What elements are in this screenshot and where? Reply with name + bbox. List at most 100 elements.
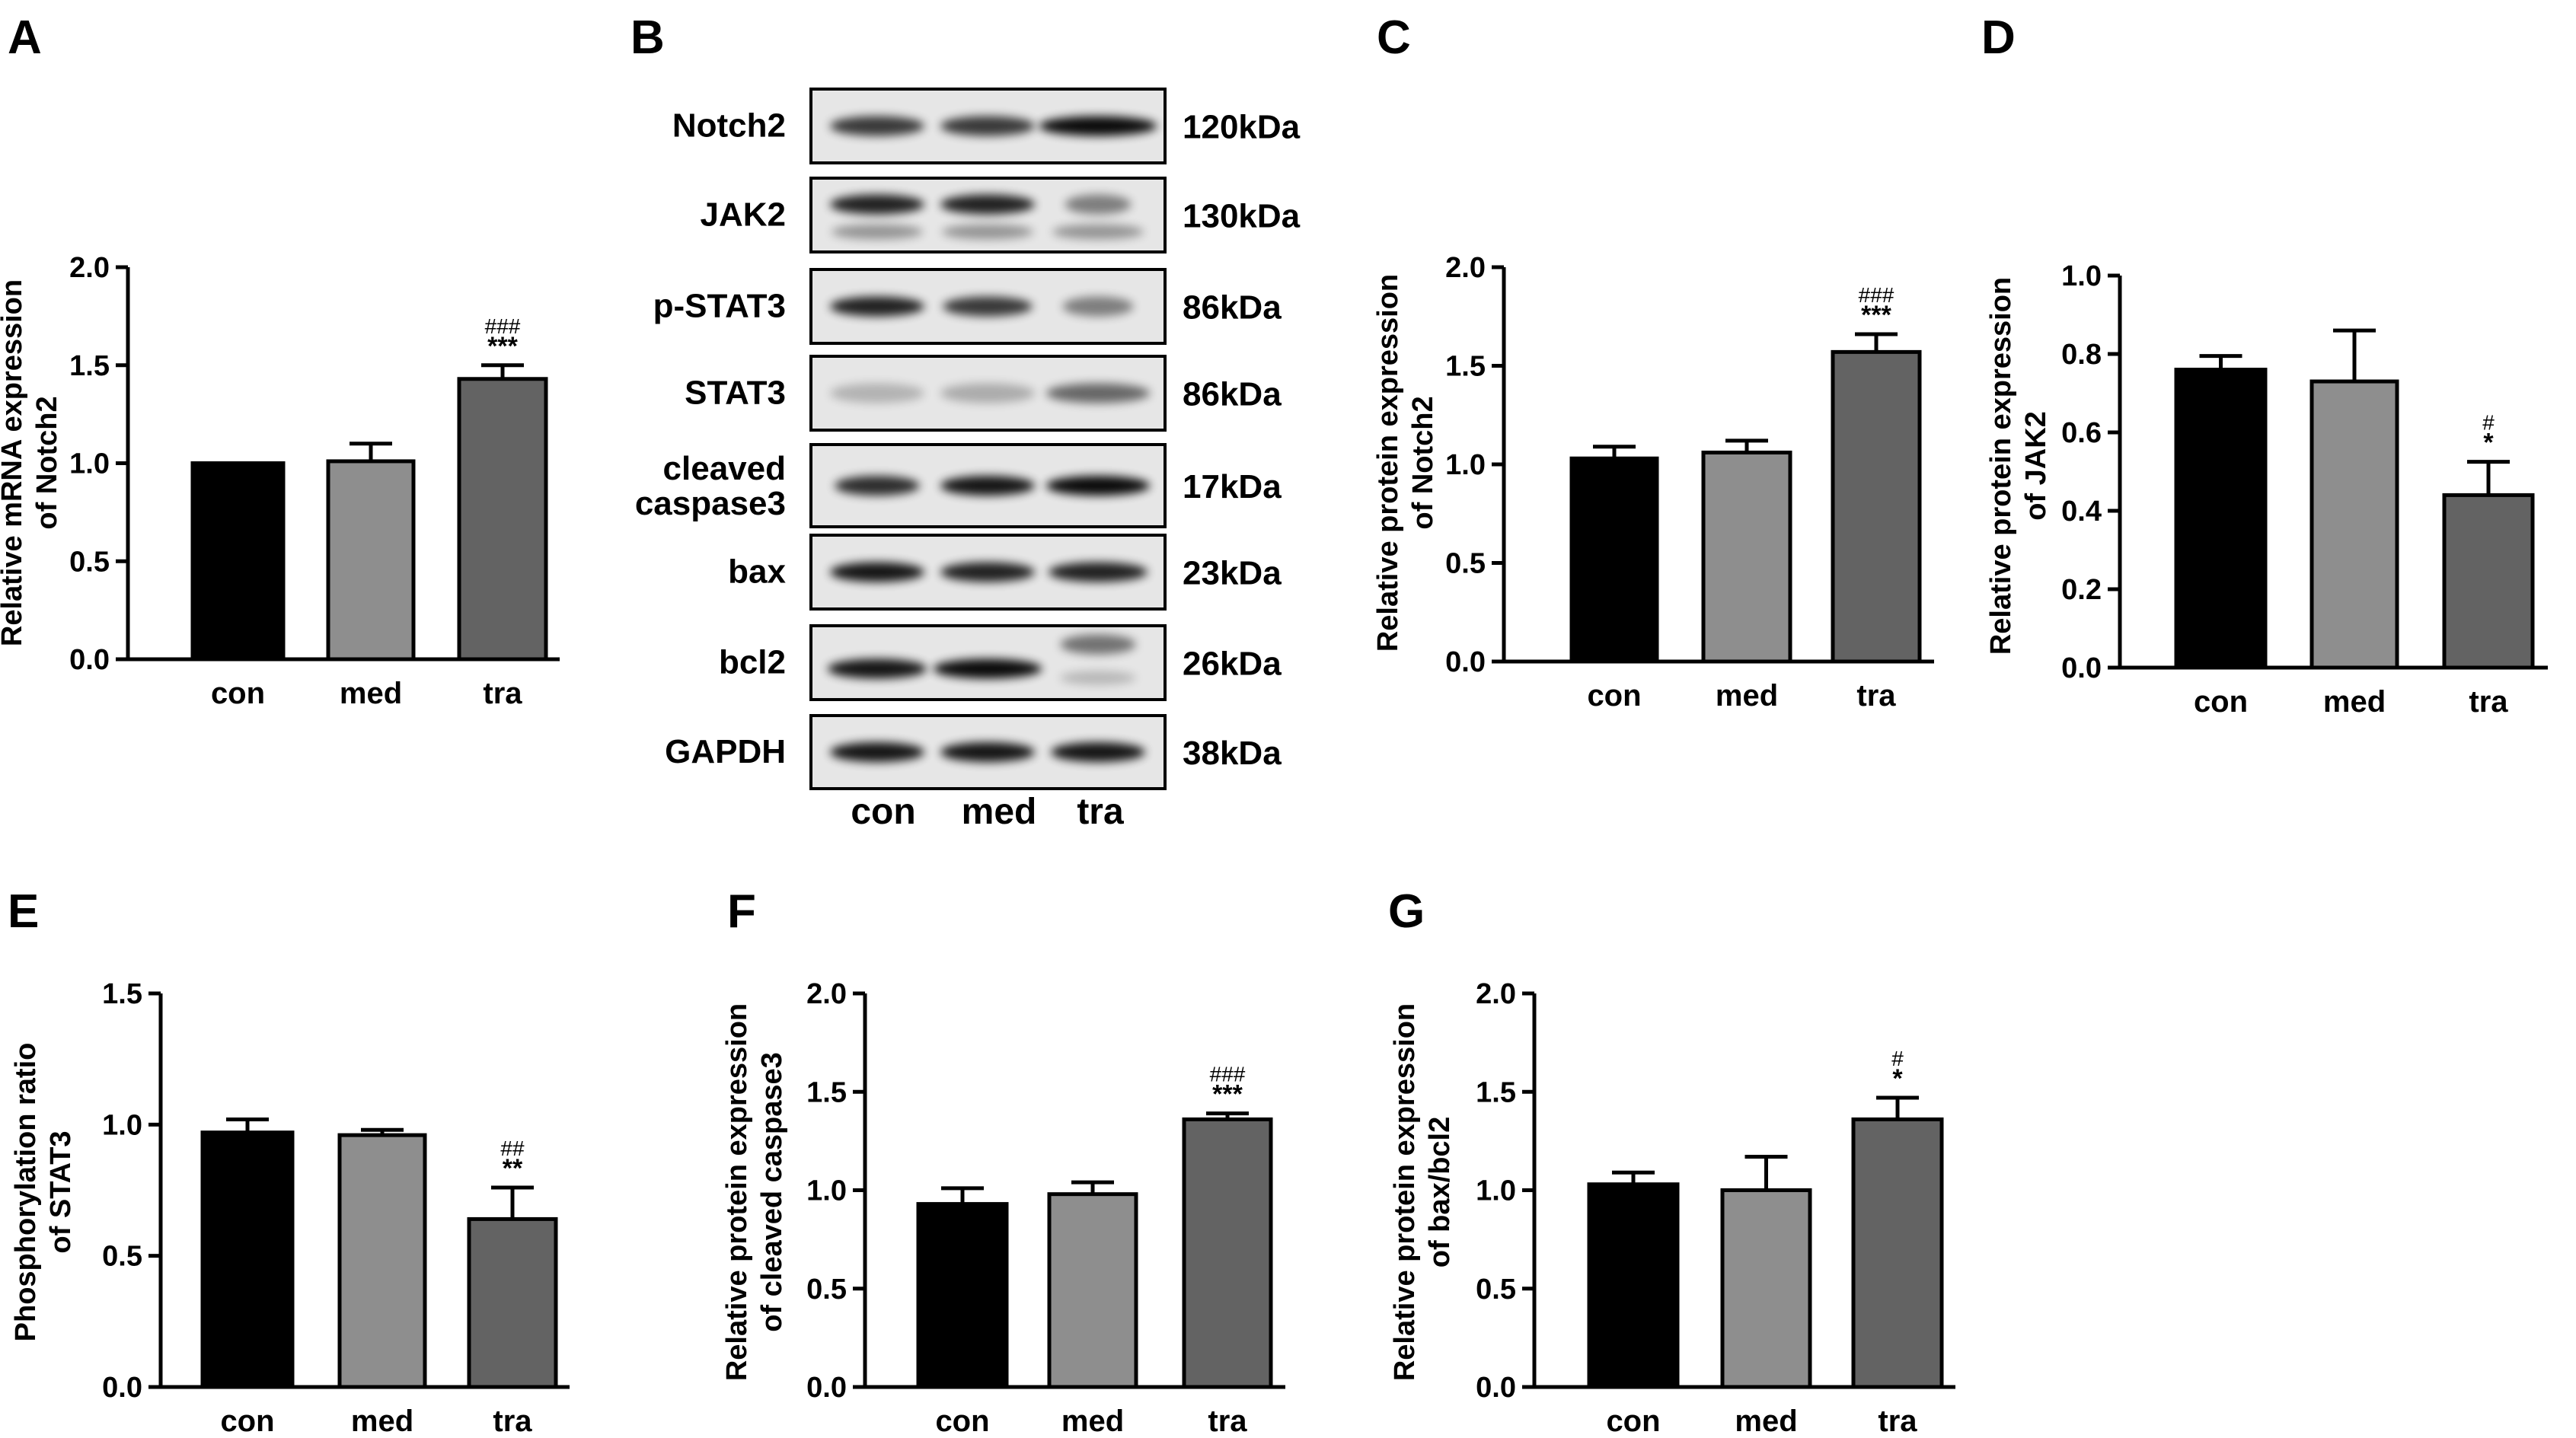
blot-row: Notch2 120kDa — [672, 88, 1301, 164]
bar-con — [1569, 456, 1659, 664]
chart-panel-f: F 0.0 0.5 1.0 1.5 2.0 Relative protein express… — [721, 885, 1285, 1438]
y-tick-label: 0.5 — [1445, 548, 1486, 580]
y-axis-label-line: of JAK2 — [2020, 411, 2052, 521]
bar-tra — [467, 1216, 558, 1389]
blot-band-tra — [1051, 742, 1145, 762]
blot-band-con — [830, 562, 924, 582]
x-tick-label: med — [2323, 685, 2386, 719]
y-tick-label: 0.5 — [806, 1274, 847, 1306]
blot-band-med — [933, 658, 1042, 679]
blot-band-lower — [1052, 224, 1144, 240]
blot-band-tra — [1039, 116, 1157, 136]
y-tick-label: 2.0 — [1445, 252, 1486, 284]
y-axis-label-line: Relative protein expression — [1389, 1003, 1421, 1381]
x-tick-label: con — [220, 1405, 274, 1438]
y-tick-label: 2.0 — [69, 252, 110, 284]
kda-label: 130kDa — [1183, 198, 1301, 235]
y-axis-label: Phosphorylation ratio of STAT3 — [10, 1043, 77, 1342]
blot-band-med — [940, 562, 1035, 582]
blot-band-tra — [1045, 476, 1151, 496]
blot-band-med — [943, 296, 1033, 317]
blot-row: p-STAT3 86kDa — [653, 268, 1282, 345]
significance-star: * — [2483, 429, 2494, 458]
protein-label: bcl2 — [719, 644, 786, 681]
y-tick-label: 0.5 — [69, 546, 110, 578]
x-tick-label: med — [351, 1405, 413, 1438]
significance-star: *** — [1861, 301, 1891, 330]
y-tick-label: 1.5 — [1476, 1076, 1516, 1108]
significance-hash: # — [1891, 1047, 1904, 1070]
x-tick-label: con — [1587, 679, 1641, 713]
blot-band-con — [830, 383, 924, 403]
significance-star: *** — [487, 332, 518, 361]
significance-star: *** — [1212, 1080, 1243, 1109]
bar-tra — [1182, 1117, 1273, 1389]
x-tick-label: med — [1061, 1405, 1124, 1438]
bar-con — [190, 461, 286, 662]
blot-band-con — [827, 658, 927, 679]
x-tick-label: med — [1716, 679, 1778, 713]
lane-label: tra — [1077, 792, 1124, 832]
x-tick-label: med — [1735, 1405, 1797, 1438]
kda-label: 86kDa — [1183, 289, 1282, 327]
protein-label-line: STAT3 — [685, 375, 786, 412]
bar-med — [1720, 1188, 1812, 1389]
significance-hash: ### — [485, 314, 521, 338]
protein-label-line: GAPDH — [665, 733, 786, 770]
blot-frame — [809, 177, 1167, 253]
x-tick-label: tra — [2469, 685, 2508, 719]
blot-band-con — [835, 476, 920, 496]
panel-letter: A — [8, 11, 42, 64]
bar-tra — [457, 377, 548, 662]
blot-row: bax 23kDa — [728, 534, 1282, 611]
y-tick-label: 0.5 — [102, 1241, 142, 1273]
protein-label-line: p-STAT3 — [653, 288, 786, 325]
x-tick-label: con — [1606, 1405, 1660, 1438]
protein-label-line: bax — [728, 553, 786, 591]
blot-band-con — [830, 742, 924, 762]
y-tick-label: 2.0 — [806, 978, 847, 1010]
x-tick-label: med — [340, 677, 402, 710]
panel-letter: F — [727, 885, 756, 938]
blot-band-lower — [942, 224, 1033, 240]
blot-band-lower — [832, 224, 923, 240]
kda-label: 86kDa — [1183, 376, 1282, 413]
blot-band-lower — [1060, 671, 1136, 685]
blot-band-tra — [1065, 194, 1132, 215]
significance-hash: ### — [1859, 283, 1894, 307]
y-tick-label: 0.0 — [1476, 1372, 1516, 1404]
protein-label: Notch2 — [672, 107, 786, 145]
protein-label: JAK2 — [701, 196, 787, 234]
panel-letter: E — [8, 885, 39, 938]
y-tick-label: 1.5 — [69, 350, 110, 382]
bar-med — [1701, 450, 1792, 664]
y-axis-label-line: of bax/bcl2 — [1424, 1117, 1456, 1268]
protein-label-line: bcl2 — [719, 644, 786, 681]
x-tick-label: tra — [483, 677, 522, 710]
chart-panel-g: G 0.0 0.5 1.0 1.5 2.0 Relative protein express… — [1388, 885, 1955, 1438]
y-axis-label-line: Relative protein expression — [1372, 274, 1404, 652]
y-axis-label-line: Phosphorylation ratio — [10, 1043, 42, 1342]
y-axis-label: Relative protein expression of JAK2 — [1985, 277, 2052, 655]
panel-letter: C — [1377, 11, 1411, 64]
blot-row: GAPDH 38kDa — [665, 714, 1282, 790]
bar-med — [337, 1133, 427, 1389]
kda-label: 23kDa — [1183, 555, 1282, 592]
y-tick-label: 0.2 — [2061, 574, 2102, 606]
x-tick-label: con — [2194, 685, 2248, 719]
blot-band-con — [830, 116, 924, 136]
y-tick-label: 0.0 — [102, 1372, 142, 1404]
bar-med — [2309, 379, 2399, 670]
bar-tra — [1831, 349, 1922, 664]
y-axis-label-line: Relative mRNA expression — [0, 279, 28, 646]
y-tick-label: 0.6 — [2061, 417, 2102, 449]
protein-label: GAPDH — [665, 733, 786, 770]
panel-letter: G — [1388, 885, 1425, 938]
y-tick-label: 1.5 — [806, 1076, 847, 1108]
panel-letter: D — [1981, 11, 2016, 64]
y-tick-label: 1.5 — [102, 978, 142, 1010]
